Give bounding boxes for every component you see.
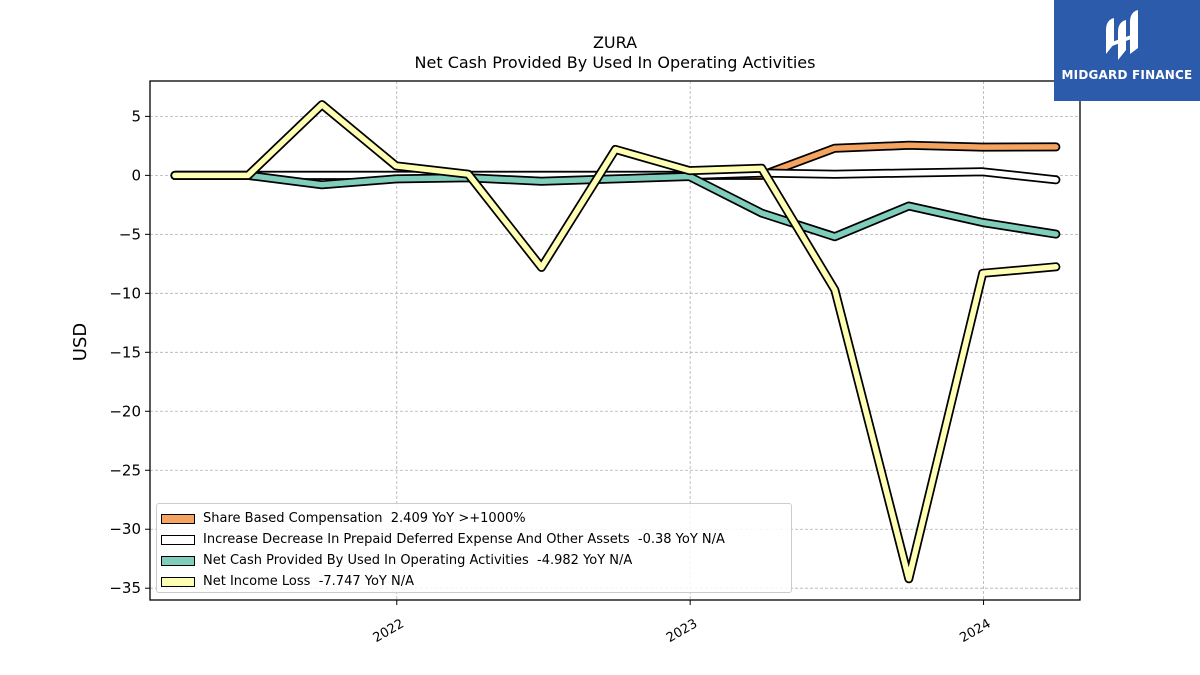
y-tick-label: −20 (109, 402, 141, 420)
chart-legend: Share Based Compensation 2.409 YoY >+100… (156, 503, 792, 593)
y-tick-label: 5 (131, 107, 141, 125)
brand-name: MIDGARD FINANCE (1061, 68, 1193, 82)
x-tick-label: 2023 (664, 616, 700, 646)
x-tick-label: 2022 (371, 616, 407, 646)
legend-swatch (161, 576, 195, 587)
legend-label: Net Cash Provided By Used In Operating A… (203, 553, 633, 568)
y-tick-label: −15 (109, 343, 141, 361)
plot-frame (149, 80, 1081, 601)
legend-swatch (161, 534, 195, 545)
x-tick-label: 2024 (957, 616, 993, 646)
legend-label: Increase Decrease In Prepaid Deferred Ex… (203, 532, 725, 547)
y-axis: 5 0 −5 −10 −15 −20 −25 −30 −35 (109, 107, 150, 597)
legend-item: Net Income Loss -7.747 YoY N/A (161, 571, 791, 592)
y-tick-label: −10 (109, 284, 141, 302)
legend-label: Share Based Compensation 2.409 YoY >+100… (203, 511, 526, 526)
series-line (172, 101, 1059, 582)
legend-swatch (161, 513, 195, 524)
y-tick-label: −35 (109, 579, 141, 597)
chart-subtitle: Net Cash Provided By Used In Operating A… (415, 53, 816, 72)
legend-item: Increase Decrease In Prepaid Deferred Ex… (161, 529, 791, 550)
series-lines (170, 100, 1061, 584)
legend-swatch (161, 555, 195, 566)
legend-label: Net Income Loss -7.747 YoY N/A (203, 574, 414, 589)
legend-item: Share Based Compensation 2.409 YoY >+100… (161, 508, 791, 529)
y-tick-label: −25 (109, 461, 141, 479)
legend-item: Net Cash Provided By Used In Operating A… (161, 550, 791, 571)
y-axis-label: USD (70, 323, 91, 361)
y-tick-label: 0 (131, 166, 141, 184)
midgard-logo-icon (1106, 10, 1138, 60)
chart-title: ZURA (593, 33, 637, 52)
series-line (172, 172, 1059, 240)
y-tick-label: −5 (119, 225, 141, 243)
brand-logo: MIDGARD FINANCE (1054, 0, 1200, 101)
x-axis: 2022 2023 2024 (371, 600, 994, 646)
y-tick-label: −30 (109, 520, 141, 538)
